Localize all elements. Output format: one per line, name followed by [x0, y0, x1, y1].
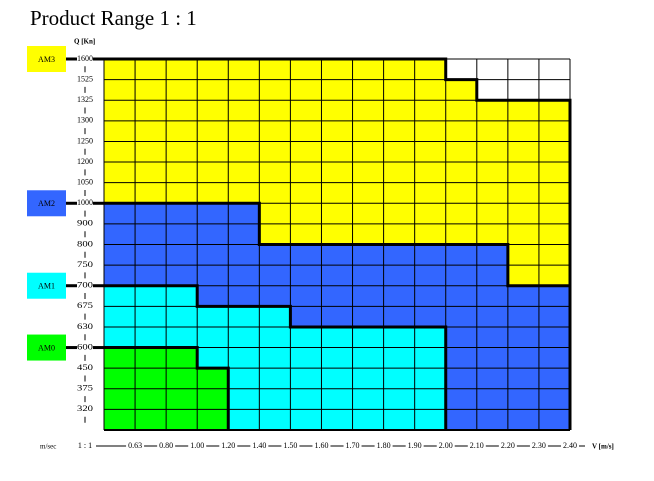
x-tick-label: 1.80 — [377, 441, 391, 450]
label-bg — [467, 441, 486, 451]
envelope-outline — [104, 201, 572, 430]
label-bg — [343, 441, 362, 451]
x-tick-label: 1.20 — [221, 441, 235, 450]
label-bg — [498, 441, 517, 451]
x-tick-label: 1.70 — [346, 441, 360, 450]
y-tick-label: 1200 — [77, 157, 93, 166]
y-tick-label: 320 — [77, 404, 93, 413]
label-bg — [188, 441, 207, 451]
x-tick-label: 2.20 — [501, 441, 515, 450]
x-unit-label: m/sec — [40, 443, 56, 451]
x-tick-label: 0.63 — [128, 441, 142, 450]
product-box — [27, 272, 66, 299]
product-box — [27, 190, 66, 217]
y-tick-label: 630 — [77, 322, 93, 331]
y-tick-label: 1525 — [77, 74, 93, 83]
x-tick-label: 2.30 — [532, 441, 546, 450]
label-bg — [374, 441, 393, 451]
chart-title: Product Range 1 : 1 — [30, 6, 197, 30]
product-label: AM3 — [38, 55, 55, 64]
y-axis-label: Q [Kn] — [74, 38, 95, 46]
x-tick-label: 1.90 — [408, 441, 422, 450]
product-label: AM0 — [38, 343, 55, 352]
range-step — [197, 368, 229, 430]
label-bg — [281, 441, 300, 451]
product-label: AM2 — [38, 199, 55, 208]
range-step — [290, 326, 446, 430]
label-bg — [157, 441, 176, 451]
y-tick-label: 900 — [77, 219, 93, 228]
label-bg — [250, 441, 269, 451]
product-box — [27, 46, 66, 72]
x-tick-label: 1.40 — [252, 441, 266, 450]
envelope-outline — [104, 284, 448, 430]
product-box — [27, 334, 66, 361]
y-tick-label: 1050 — [77, 177, 93, 186]
y-tick-label: 1600 — [77, 54, 93, 63]
label-bg — [436, 441, 455, 451]
x-tick-label: 1.00 — [190, 441, 204, 450]
label-bg — [405, 441, 424, 451]
x-origin-label: 1 : 1 — [78, 441, 92, 450]
x-tick-label: 1.50 — [283, 441, 297, 450]
y-tick-label: 600 — [77, 342, 93, 351]
label-bg — [219, 441, 238, 451]
y-tick-label: 375 — [77, 384, 93, 393]
envelope-outline — [104, 57, 572, 430]
envelope-outline — [104, 346, 230, 430]
x-tick-label: 2.00 — [439, 441, 453, 450]
y-tick-label: 750 — [77, 260, 93, 269]
label-bg — [126, 441, 145, 451]
label-bg — [312, 441, 331, 451]
x-tick-label: 1.60 — [314, 441, 328, 450]
x-tick-label: 0.80 — [159, 441, 173, 450]
y-tick-label: 700 — [77, 281, 93, 290]
product-label: AM1 — [38, 282, 55, 291]
label-bg — [75, 441, 96, 451]
x-tick-label: 2.40 — [563, 441, 577, 450]
y-tick-label: 1300 — [77, 116, 93, 125]
y-tick-label: 1325 — [77, 95, 93, 104]
y-tick-label: 1000 — [77, 198, 93, 207]
y-tick-label: 675 — [77, 301, 93, 310]
y-tick-label: 450 — [77, 363, 93, 372]
x-axis-label: V [m/s] — [592, 443, 614, 451]
x-tick-label: 2.10 — [470, 441, 484, 450]
y-tick-label: 1250 — [77, 136, 93, 145]
label-bg — [529, 441, 548, 451]
y-tick-label: 800 — [77, 239, 93, 248]
label-bg — [561, 441, 579, 451]
